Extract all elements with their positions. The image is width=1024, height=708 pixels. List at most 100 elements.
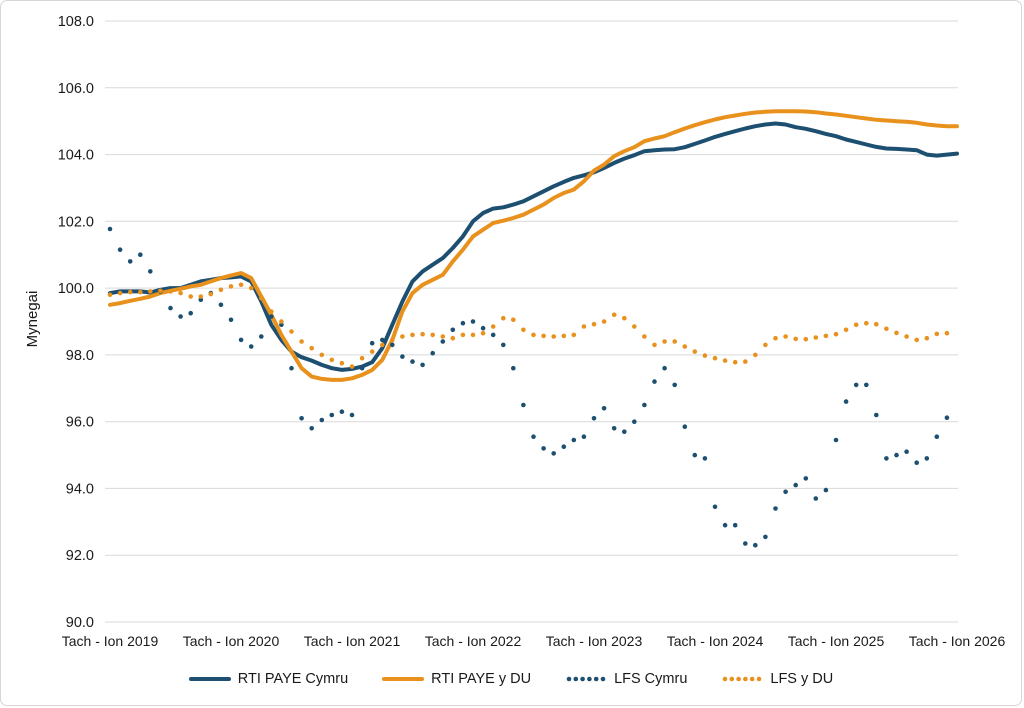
data-point [168,289,173,294]
data-point [188,310,193,316]
data-point [390,342,395,348]
data-point [793,482,798,488]
data-point [501,342,506,348]
data-point [743,541,748,546]
data-point [843,327,849,333]
x-tick-label: Tach - Ion 2022 [425,633,522,649]
x-tick-label: Tach - Ion 2021 [304,633,401,649]
data-point [551,334,556,339]
data-point [813,335,819,340]
data-point [420,362,425,368]
data-point [864,382,869,388]
legend-label: LFS Cymru [614,671,688,687]
data-point [672,382,677,388]
data-point [773,506,778,511]
data-point [299,416,304,421]
y-tick-label: 100.0 [58,281,94,297]
data-point [501,315,506,321]
series-line-rti-paye-y-du [108,109,959,382]
data-point [884,456,889,461]
legend-item-rti-paye-y-du: RTI PAYE y DU [382,671,531,687]
data-point [470,319,476,324]
data-point [480,325,486,331]
data-point [591,321,597,327]
series-dots-lfs-cymru [107,226,950,548]
data-point [420,331,425,337]
data-point [299,339,304,344]
data-point [339,409,345,415]
legend-line-swatch [382,677,425,681]
data-point [541,333,546,339]
data-point [924,456,930,461]
data-point [884,326,889,332]
data-point [440,339,446,344]
data-point [289,329,294,334]
x-tick-label: Tach - Ion 2020 [183,633,280,649]
legend-item-rti-paye-cymru: RTI PAYE Cymru [188,671,349,687]
data-point [874,321,879,327]
data-point [279,322,284,328]
data-point [531,332,536,338]
legend-dotted-swatch [723,676,762,682]
data-point [662,339,667,344]
data-point [853,322,859,328]
data-point [148,269,153,274]
data-point [228,284,234,289]
data-point [531,434,536,440]
data-point [460,320,466,326]
data-point [944,415,950,421]
data-point [914,337,919,343]
data-point [934,434,940,440]
data-point [843,399,849,404]
data-point [440,334,446,339]
data-point [168,305,173,311]
data-point [490,332,496,338]
data-point [743,359,748,364]
data-point [722,358,728,363]
data-point [853,382,859,388]
data-point [400,354,405,359]
data-point [319,417,325,423]
y-axis-title: Mynegai [24,291,41,348]
data-point [722,522,728,528]
data-point [763,342,768,348]
data-point [117,290,123,296]
y-tick-label: 92.0 [66,548,94,564]
y-tick-label: 104.0 [58,148,94,164]
data-point [894,330,899,336]
data-point [349,412,355,418]
data-point [309,426,315,431]
data-point [763,534,768,540]
data-point [178,290,183,296]
data-point [450,327,456,333]
data-point [369,340,375,346]
data-point [541,446,546,451]
data-point [561,333,567,339]
data-point [753,542,758,548]
data-point [934,331,940,337]
legend-label: RTI PAYE Cymru [237,671,349,687]
data-point [238,337,244,343]
data-point [269,309,274,314]
data-point [289,365,294,371]
data-point [571,332,577,338]
data-point [349,364,355,369]
data-point [480,330,486,336]
data-point [511,317,516,323]
x-tick-label: Tach - Ion 2023 [546,633,643,649]
data-point [228,317,234,323]
data-point [430,350,436,356]
data-point [753,352,758,358]
data-point [521,327,526,333]
series-dots-lfs-y-du [107,282,950,369]
y-tick-label: 96.0 [66,415,94,431]
data-point [158,288,163,294]
y-tick-label: 102.0 [58,214,94,230]
legend-label: LFS y DU [770,671,834,687]
data-point [329,357,335,363]
data-point [551,451,556,456]
x-tick-label: Tach - Ion 2026 [909,633,1006,649]
data-point [632,419,637,425]
